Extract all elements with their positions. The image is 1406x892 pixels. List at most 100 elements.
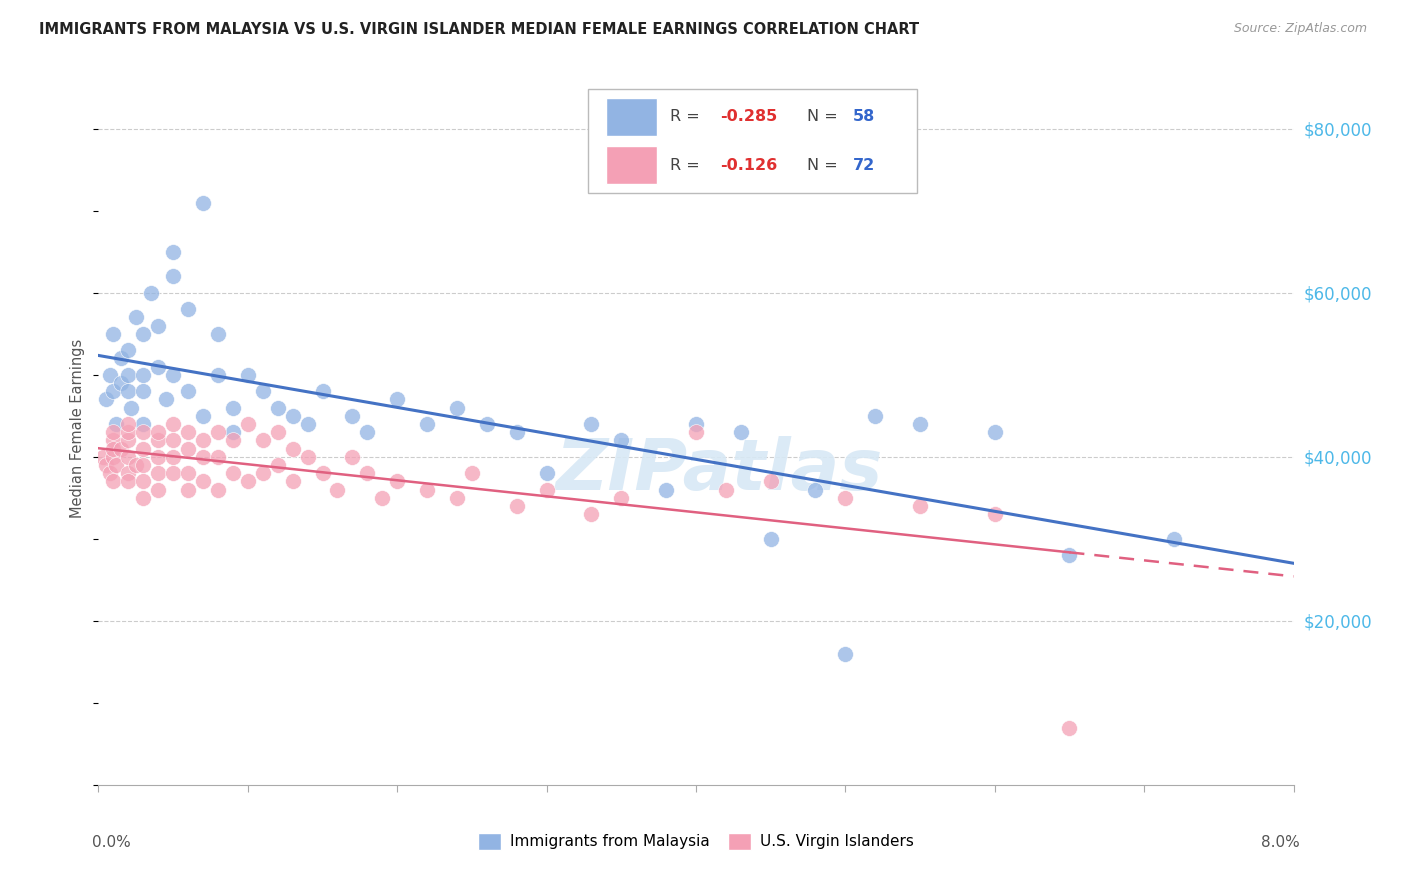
Point <box>177 425 200 440</box>
Point <box>125 458 148 472</box>
Point <box>685 425 707 440</box>
Point <box>759 475 782 489</box>
Point <box>252 467 274 481</box>
Point <box>475 417 498 431</box>
Point <box>117 434 139 448</box>
Point <box>117 475 139 489</box>
Point <box>162 450 184 464</box>
Point <box>536 483 558 497</box>
Text: N =: N = <box>807 158 844 172</box>
Text: 8.0%: 8.0% <box>1261 835 1299 850</box>
Point <box>177 467 200 481</box>
Point <box>120 401 142 415</box>
Point <box>416 483 439 497</box>
Point <box>222 425 245 440</box>
Point <box>91 450 114 464</box>
Point <box>207 450 229 464</box>
Point <box>110 376 132 390</box>
Point <box>385 475 409 489</box>
FancyBboxPatch shape <box>589 89 917 193</box>
Point <box>281 409 304 423</box>
Text: N =: N = <box>807 110 844 124</box>
Text: -0.126: -0.126 <box>720 158 778 172</box>
Point <box>581 508 603 522</box>
Point <box>984 425 1007 440</box>
Point <box>446 401 468 415</box>
Point <box>730 425 752 440</box>
Point <box>581 417 603 431</box>
Point <box>461 467 484 481</box>
Point <box>110 351 132 366</box>
Point <box>162 417 184 431</box>
Point <box>94 392 117 407</box>
Legend: Immigrants from Malaysia, U.S. Virgin Islanders: Immigrants from Malaysia, U.S. Virgin Is… <box>472 827 920 855</box>
Point <box>222 434 245 448</box>
Point <box>267 401 290 415</box>
Text: IMMIGRANTS FROM MALAYSIA VS U.S. VIRGIN ISLANDER MEDIAN FEMALE EARNINGS CORRELAT: IMMIGRANTS FROM MALAYSIA VS U.S. VIRGIN … <box>39 22 920 37</box>
Point <box>162 244 184 259</box>
Text: Source: ZipAtlas.com: Source: ZipAtlas.com <box>1233 22 1367 36</box>
Point <box>252 384 274 399</box>
Point <box>162 434 184 448</box>
Point <box>342 450 364 464</box>
Point <box>536 467 558 481</box>
Point <box>132 368 155 382</box>
Point <box>148 425 170 440</box>
Point <box>98 368 122 382</box>
Point <box>446 491 468 505</box>
Point <box>207 368 229 382</box>
Point <box>162 368 184 382</box>
Point <box>1163 532 1185 546</box>
Point <box>252 434 274 448</box>
Point <box>177 442 200 456</box>
Point <box>103 384 125 399</box>
Point <box>148 450 170 464</box>
Point <box>1059 549 1081 563</box>
Point <box>804 483 827 497</box>
Point <box>177 302 200 317</box>
Point <box>236 417 259 431</box>
Point <box>103 425 125 440</box>
Point <box>207 326 229 341</box>
Point <box>191 434 214 448</box>
Point <box>177 483 200 497</box>
Point <box>834 491 856 505</box>
Point <box>103 475 125 489</box>
Point <box>103 450 125 464</box>
FancyBboxPatch shape <box>606 97 657 136</box>
Point <box>655 483 678 497</box>
Point <box>117 384 139 399</box>
FancyBboxPatch shape <box>606 145 657 185</box>
Point <box>132 442 155 456</box>
Point <box>162 269 184 284</box>
Point <box>385 392 409 407</box>
Point <box>139 285 162 300</box>
Point <box>267 458 290 472</box>
Text: 72: 72 <box>852 158 875 172</box>
Point <box>207 483 229 497</box>
Point <box>908 499 931 513</box>
Point <box>610 434 633 448</box>
Point <box>117 467 139 481</box>
Point <box>371 491 394 505</box>
Point <box>177 384 200 399</box>
Text: R =: R = <box>669 158 704 172</box>
Point <box>148 359 170 374</box>
Point <box>297 417 319 431</box>
Point <box>297 450 319 464</box>
Point <box>148 434 170 448</box>
Point <box>311 467 333 481</box>
Point <box>356 467 378 481</box>
Point <box>191 409 214 423</box>
Point <box>125 310 148 325</box>
Point <box>155 392 177 407</box>
Point <box>105 458 128 472</box>
Point <box>94 458 117 472</box>
Point <box>1059 721 1081 735</box>
Point <box>110 442 132 456</box>
Point <box>267 425 290 440</box>
Point <box>416 417 439 431</box>
Text: 58: 58 <box>852 110 875 124</box>
Point <box>132 326 155 341</box>
Point <box>356 425 378 440</box>
